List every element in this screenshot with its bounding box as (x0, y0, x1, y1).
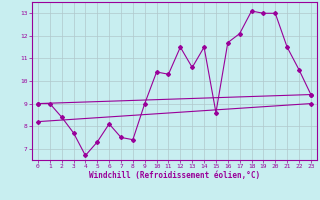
X-axis label: Windchill (Refroidissement éolien,°C): Windchill (Refroidissement éolien,°C) (89, 171, 260, 180)
